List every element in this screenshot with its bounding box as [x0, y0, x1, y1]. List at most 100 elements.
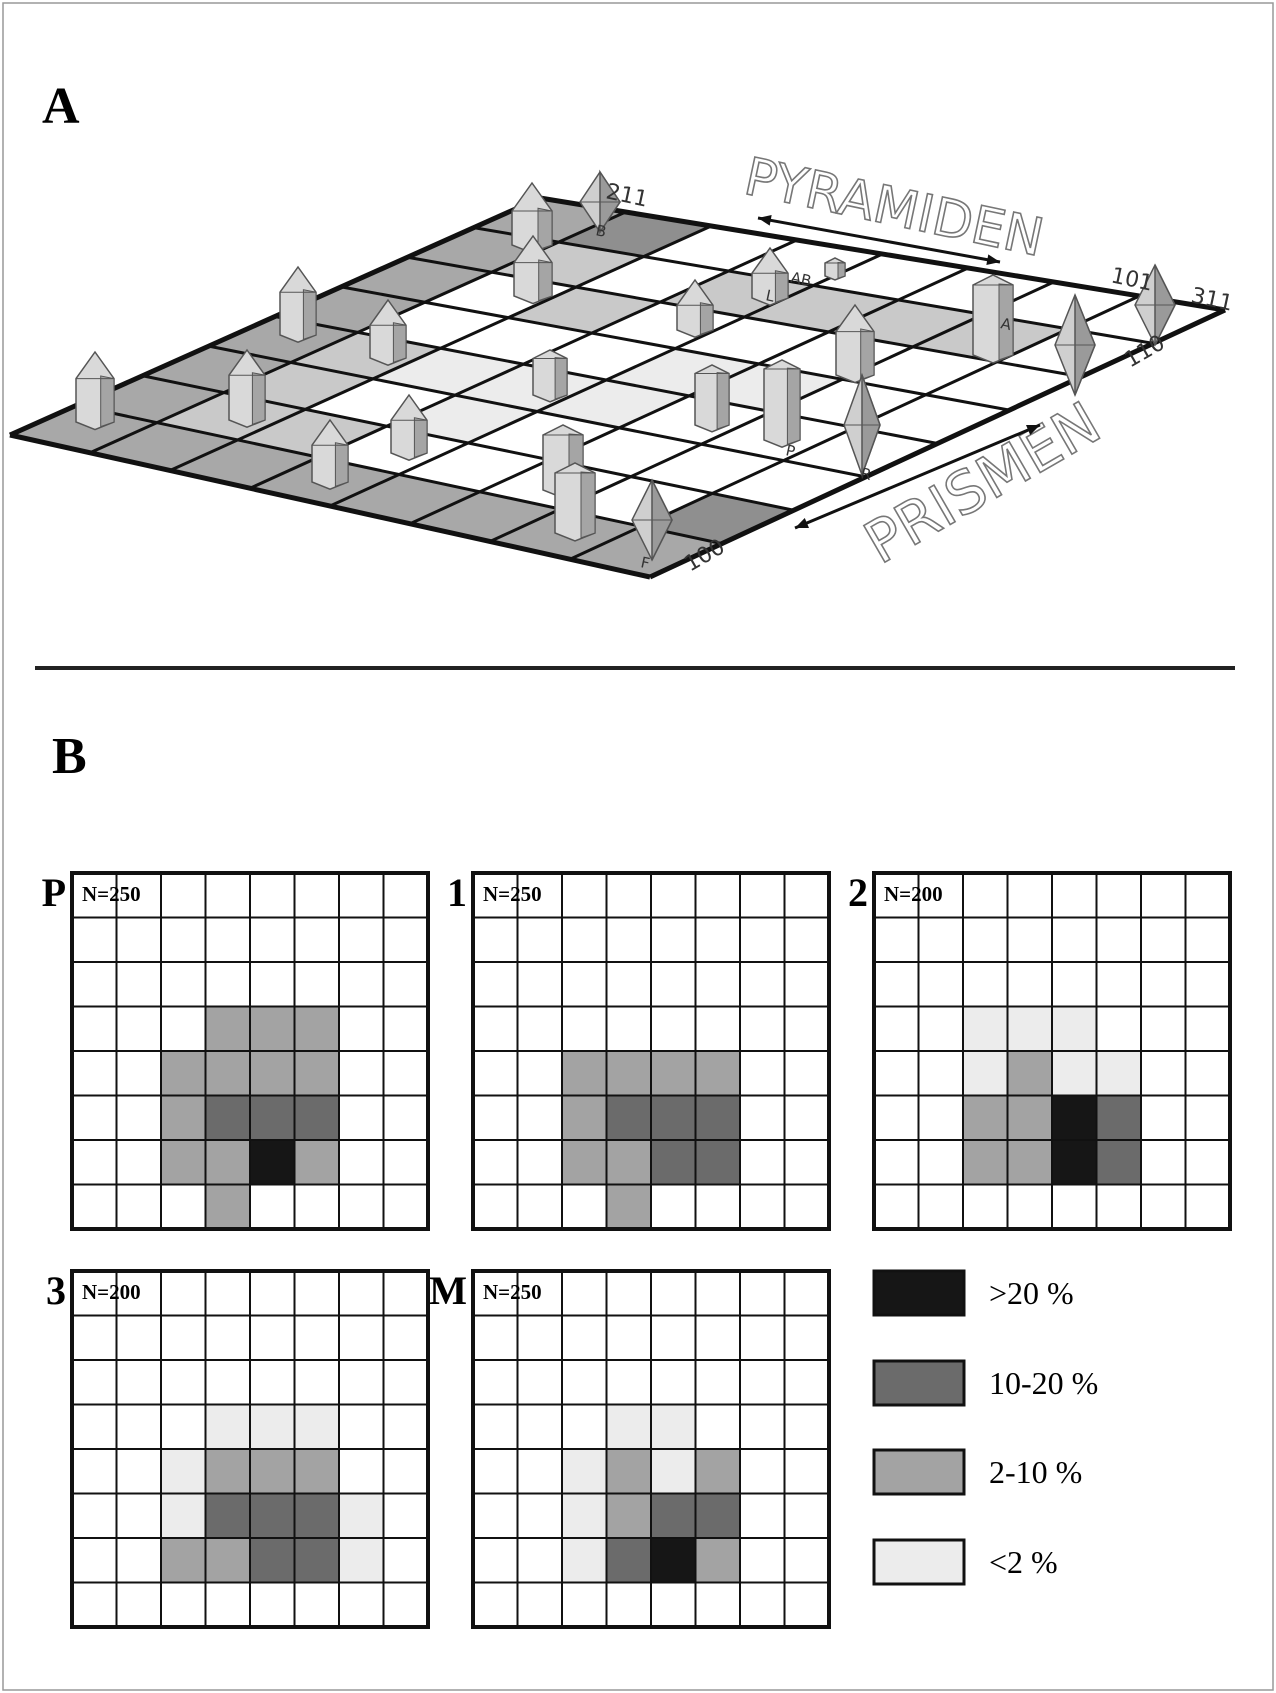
grid-cell [117, 1494, 162, 1539]
grid-cell [919, 962, 964, 1007]
grid-cell [785, 1405, 830, 1450]
grid-cell [1186, 962, 1231, 1007]
grid-cell [696, 873, 741, 918]
grid-cell [295, 1051, 340, 1096]
grid-cell [117, 1096, 162, 1141]
grid-cell [250, 1051, 295, 1096]
grid-cell [1097, 873, 1142, 918]
grid-cell [1097, 1051, 1142, 1096]
legend-swatch [874, 1450, 964, 1494]
grid-cell [785, 1360, 830, 1405]
grid-cell [607, 1140, 652, 1185]
legend-label: >20 % [989, 1275, 1074, 1311]
grid-cell [161, 1538, 206, 1583]
crystal-face [775, 271, 788, 303]
grid-cell [473, 1185, 518, 1230]
grid-cell [295, 1140, 340, 1185]
grid-cell [785, 1494, 830, 1539]
grid-cell [651, 1360, 696, 1405]
grid-cell [384, 1051, 429, 1096]
crystal [695, 365, 729, 432]
grid-cell [785, 1316, 830, 1361]
grid-cell [1097, 962, 1142, 1007]
grid-cell [206, 1316, 251, 1361]
crystal-face [861, 329, 874, 380]
grid-cell [651, 1538, 696, 1583]
grid-cell [785, 962, 830, 1007]
grid-cell [161, 1051, 206, 1096]
grid-cell [785, 1449, 830, 1494]
grid-cell [1186, 918, 1231, 963]
grid-cell [117, 918, 162, 963]
sample-size: N=250 [82, 882, 141, 906]
grid-cell [161, 1449, 206, 1494]
grid-cell [295, 1096, 340, 1141]
grid-cell [384, 1271, 429, 1316]
grid-cell [250, 1583, 295, 1628]
grid-cell [339, 1185, 384, 1230]
grid-cell [1141, 873, 1186, 918]
sample-size: N=200 [884, 882, 943, 906]
grid-cell [339, 1538, 384, 1583]
grid-cell [562, 1405, 607, 1450]
grid-cell [562, 1096, 607, 1141]
grid-cell [651, 1271, 696, 1316]
grid-label: M [429, 1268, 467, 1313]
grid-cell [1186, 1051, 1231, 1096]
grid-cell [1008, 1096, 1053, 1141]
crystal-face [393, 323, 406, 363]
grid-cell [740, 1271, 785, 1316]
grid-cell [696, 1140, 741, 1185]
grid-cell [339, 1096, 384, 1141]
grid-cell [117, 1316, 162, 1361]
grid-cell [384, 1405, 429, 1450]
grid-cell [117, 1051, 162, 1096]
crystal-face [303, 290, 316, 340]
grid-cell [607, 1271, 652, 1316]
grid-cell [384, 962, 429, 1007]
crystal-face [555, 358, 567, 399]
grid-cell [473, 1360, 518, 1405]
grid-cell [339, 873, 384, 918]
grid-cell [473, 1316, 518, 1361]
grid-cell [963, 1007, 1008, 1052]
grid-cell [607, 873, 652, 918]
grid-cell [117, 1449, 162, 1494]
crystal-face [539, 260, 552, 301]
grid-cell [785, 1051, 830, 1096]
grid-cell [339, 962, 384, 1007]
grid-cell [696, 1538, 741, 1583]
grid-cell [740, 1316, 785, 1361]
grid-cell [250, 1494, 295, 1539]
grid-cell [518, 1360, 563, 1405]
grid-cell [161, 962, 206, 1007]
grid-cell [206, 1405, 251, 1450]
grid-cell [473, 918, 518, 963]
grid-cell [473, 1583, 518, 1628]
grid-cell [518, 1051, 563, 1096]
grid-cell [206, 1185, 251, 1230]
grid-cell [295, 962, 340, 1007]
grid-cell [562, 873, 607, 918]
figure: A 211101311110100BABALPRFPYRAMIDENPRISME… [0, 0, 1276, 1693]
grid-cell [740, 1538, 785, 1583]
grid-cell [250, 1140, 295, 1185]
grid-cell [250, 1007, 295, 1052]
grid-cell [963, 1051, 1008, 1096]
grid-cell [651, 918, 696, 963]
grid-cell [72, 1360, 117, 1405]
grid-cell [651, 1583, 696, 1628]
grid-cell [651, 1185, 696, 1230]
grid-cell [161, 1185, 206, 1230]
grid-cell [607, 1007, 652, 1052]
grid-cell [295, 1271, 340, 1316]
grid-cell [384, 1316, 429, 1361]
grid-cell [384, 1494, 429, 1539]
grid-cell [696, 962, 741, 1007]
grid-cell [250, 918, 295, 963]
grid-cell [473, 1449, 518, 1494]
grid-cell [785, 1185, 830, 1230]
grid-cell [1186, 1185, 1231, 1230]
grid-cell [72, 962, 117, 1007]
grid-cell [696, 1583, 741, 1628]
